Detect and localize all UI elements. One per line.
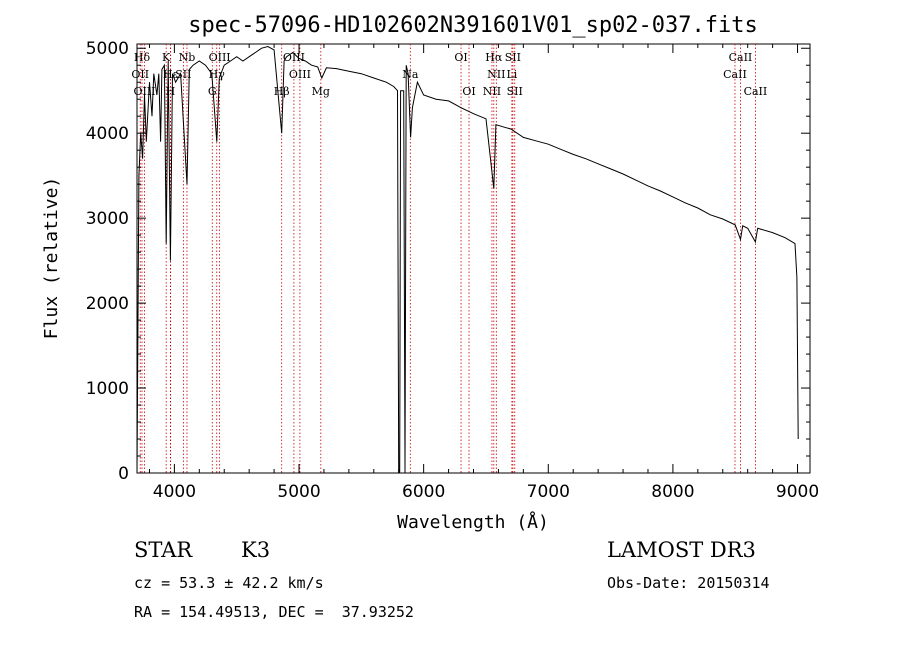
- line-marker-label: Hδ: [134, 51, 151, 64]
- line-marker-label: OII: [131, 68, 149, 81]
- x-axis-label: Wavelength (Å): [397, 511, 549, 533]
- redshift-velocity: cz = 53.3 ± 42.2 km/s: [134, 574, 324, 592]
- line-marker-label: Mg: [312, 85, 330, 98]
- line-marker-label: SII: [175, 68, 191, 81]
- y-tick-label: 4000: [86, 124, 129, 144]
- line-marker-label: NII: [483, 85, 501, 98]
- x-tick-label: 4000: [153, 482, 196, 502]
- line-marker-label: SII: [505, 51, 521, 64]
- y-tick-label: 3000: [86, 209, 129, 229]
- object-subclass: K3: [241, 538, 271, 562]
- line-marker-label: SII: [507, 85, 523, 98]
- line-marker-label: NII: [487, 68, 505, 81]
- line-marker-label: Nb: [179, 51, 196, 64]
- x-tick-label: 5000: [277, 482, 320, 502]
- survey-name: LAMOST DR3: [607, 538, 756, 562]
- y-axis-label: Flux (relative): [41, 177, 62, 340]
- line-marker-label: Hε: [163, 68, 179, 81]
- x-tick-label: 8000: [651, 482, 694, 502]
- line-marker-layer: [139, 44, 756, 473]
- axis-ticks: 4000 5000 6000 7000 8000 9000 0 1000 2000 3000 400…: [86, 39, 819, 502]
- line-marker-label: CaII: [744, 85, 768, 98]
- line-marker-label: Li: [506, 68, 517, 81]
- x-tick-label: 7000: [527, 482, 570, 502]
- line-marker-label: Hγ: [209, 68, 226, 81]
- x-tick-label: 6000: [402, 482, 445, 502]
- line-marker-label: OIII: [283, 51, 305, 64]
- spectrum-line: [136, 45, 799, 474]
- line-marker-label: Hβ: [274, 85, 290, 98]
- x-tick-label: 9000: [776, 482, 819, 502]
- line-marker-label: Hα: [485, 51, 503, 64]
- object-class: STAR: [134, 538, 193, 562]
- y-tick-label: 0: [118, 464, 129, 484]
- line-marker-label: CaII: [729, 51, 753, 64]
- coordinates: RA = 154.49513, DEC = 37.93252: [134, 603, 414, 621]
- line-marker-label: OI: [462, 85, 475, 98]
- y-tick-label: 1000: [86, 379, 129, 399]
- line-marker-label: Na: [402, 68, 419, 81]
- y-tick-label: 2000: [86, 294, 129, 314]
- plot-frame: [136, 43, 811, 474]
- line-marker-label: G: [208, 85, 217, 98]
- line-marker-label: H: [166, 85, 176, 98]
- chart-title: spec-57096-HD102602N391601V01_sp02-037.f…: [188, 13, 758, 38]
- line-marker-label: CaII: [723, 68, 747, 81]
- line-marker-label: OIII: [209, 51, 231, 64]
- line-marker-label: OI: [454, 51, 467, 64]
- y-tick-label: 5000: [86, 39, 129, 59]
- line-marker-label: K: [162, 51, 171, 64]
- observation-date: Obs-Date: 20150314: [607, 574, 770, 592]
- line-marker-label: OIII: [289, 68, 311, 81]
